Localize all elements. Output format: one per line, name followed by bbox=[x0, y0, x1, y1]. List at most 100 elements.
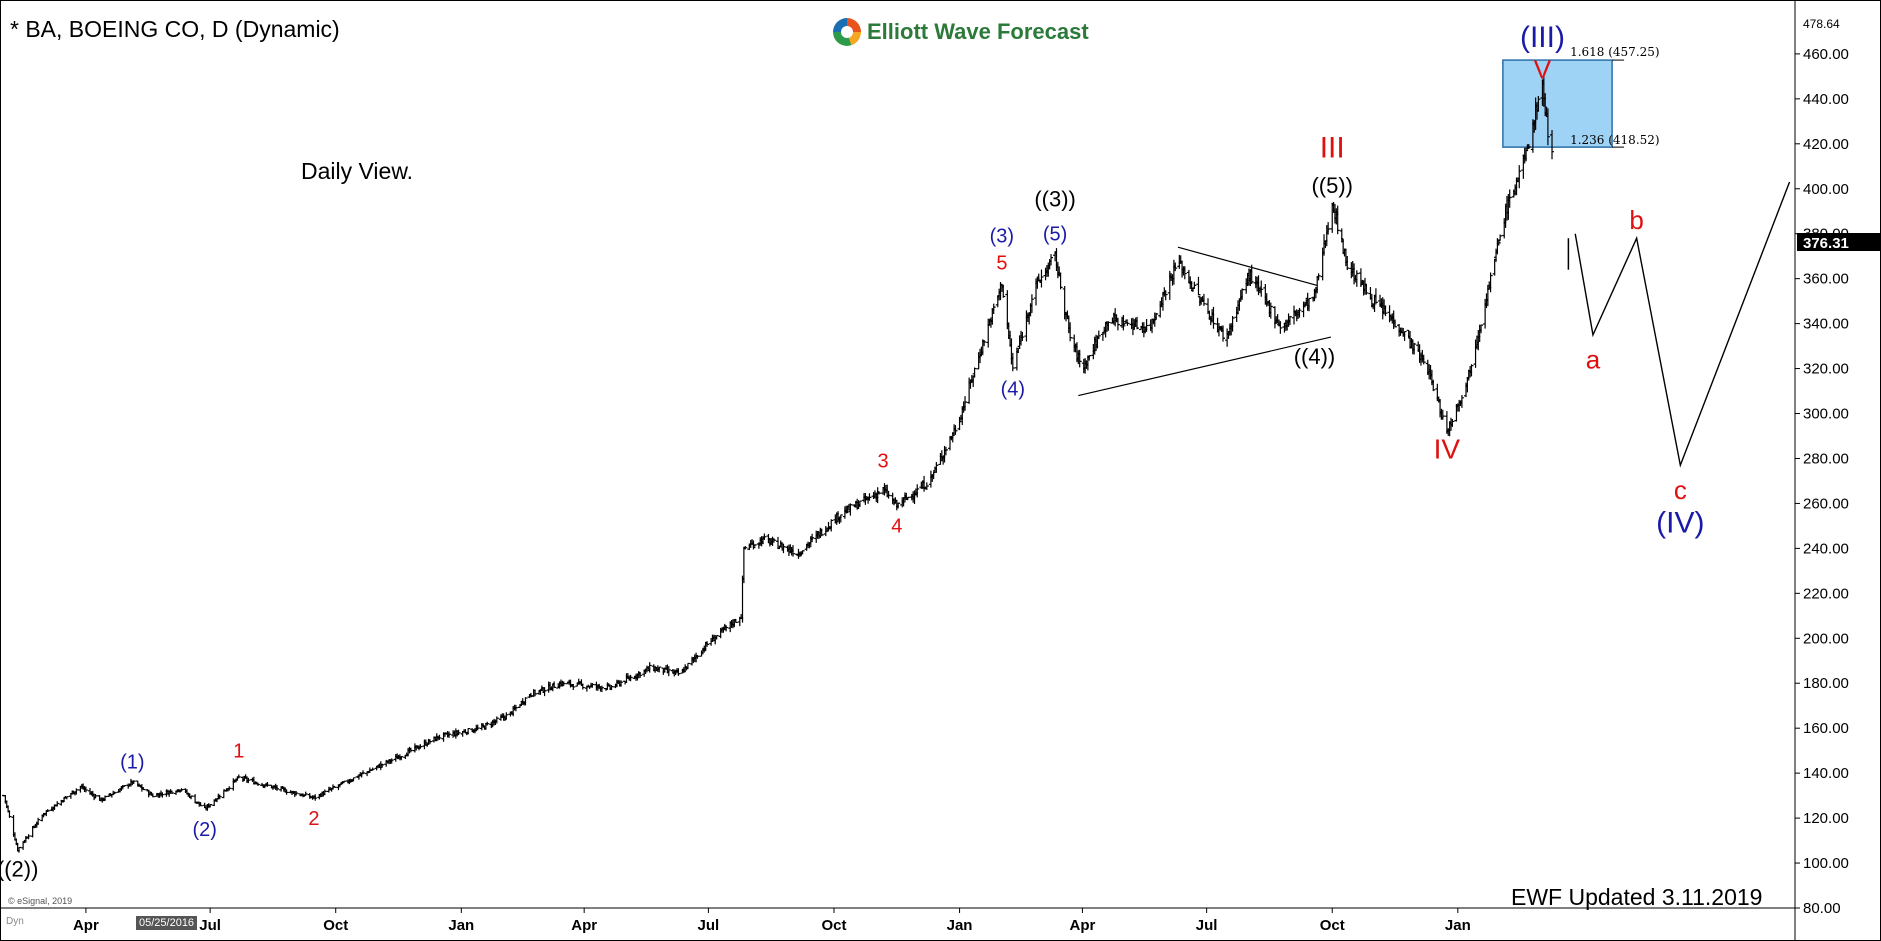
wave-label: (5) bbox=[1043, 223, 1067, 245]
ohlc-bar bbox=[972, 367, 977, 378]
wave-label: c bbox=[1674, 475, 1687, 505]
ohlc-bar bbox=[112, 791, 117, 795]
x-tick-label: Jul bbox=[698, 917, 720, 934]
wave-label: (4) bbox=[1001, 379, 1025, 401]
ohlc-bar bbox=[1536, 95, 1541, 111]
updated-footer: EWF Updated 3.11.2019 bbox=[1511, 884, 1763, 910]
ohlc-bar bbox=[332, 785, 337, 788]
fib-top-label: 1.618 (457.25) bbox=[1570, 45, 1660, 59]
ohlc-bar bbox=[1354, 270, 1359, 287]
ohlc-bar bbox=[1526, 143, 1531, 150]
ohlc-bar bbox=[924, 482, 929, 490]
ohlc-bar bbox=[1431, 379, 1436, 392]
brand-logo: Elliott Wave Forecast bbox=[833, 18, 1089, 46]
ohlc-bar bbox=[1068, 322, 1073, 342]
last-price-label: 376.31 bbox=[1803, 235, 1849, 252]
ohlc-bar bbox=[227, 786, 232, 791]
ohlc-bar bbox=[513, 704, 518, 712]
ohlc-bar bbox=[313, 794, 318, 801]
ohlc-bar bbox=[1507, 189, 1512, 208]
y-tick-label: 420.00 bbox=[1803, 136, 1849, 153]
ohlc-bar bbox=[533, 689, 538, 697]
ohlc-bar bbox=[1130, 317, 1135, 336]
ohlc-bar bbox=[877, 491, 882, 495]
ohlc-bar bbox=[380, 764, 385, 768]
ohlc-bars bbox=[2, 74, 1555, 853]
wave-label: 1 bbox=[233, 740, 244, 762]
chart-title: * BA, BOEING CO, D (Dynamic) bbox=[10, 16, 340, 42]
wave-label: ((2)) bbox=[0, 857, 38, 882]
y-tick-label: 320.00 bbox=[1803, 361, 1849, 378]
fib-bottom-label: 1.236 (418.52) bbox=[1570, 133, 1660, 147]
ohlc-bar bbox=[1535, 102, 1539, 120]
ohlc-bar bbox=[437, 734, 442, 740]
ohlc-bar bbox=[1039, 269, 1044, 288]
ohlc-bar bbox=[1421, 354, 1426, 365]
ohlc-bar bbox=[724, 625, 729, 632]
ohlc-bar bbox=[781, 543, 786, 554]
ohlc-bar bbox=[1010, 352, 1015, 372]
ohlc-bar bbox=[1297, 307, 1302, 318]
ohlc-bar bbox=[1440, 409, 1445, 420]
x-tick-label: Jul bbox=[199, 917, 221, 934]
cursor-date-box: 05/25/2016 bbox=[136, 916, 198, 930]
x-tick-label: Jan bbox=[1445, 917, 1471, 934]
ohlc-bar bbox=[733, 618, 738, 623]
brand-logo-icon bbox=[833, 18, 861, 46]
ohlc-bar bbox=[1393, 319, 1398, 328]
ohlc-bar bbox=[150, 793, 155, 798]
ohlc-bar bbox=[1373, 288, 1378, 305]
y-tick-label: 280.00 bbox=[1803, 450, 1849, 467]
ohlc-bar bbox=[838, 514, 843, 523]
x-tick-label: Apr bbox=[571, 917, 597, 934]
ohlc-bar bbox=[265, 782, 270, 787]
wave-label: (3) bbox=[990, 226, 1014, 248]
ohlc-bar bbox=[1121, 314, 1126, 331]
ohlc-bar bbox=[189, 795, 194, 800]
x-tick-label: Oct bbox=[821, 917, 846, 934]
y-tick-label: 100.00 bbox=[1803, 855, 1849, 872]
ohlc-bar bbox=[1115, 317, 1120, 331]
ohlc-bar bbox=[771, 538, 776, 543]
ohlc-bar bbox=[356, 774, 361, 780]
x-tick-label: Jan bbox=[947, 917, 973, 934]
ohlc-bar bbox=[867, 493, 872, 501]
ohlc-bar bbox=[1479, 324, 1484, 334]
ohlc-bar bbox=[485, 721, 490, 726]
ohlc-bar bbox=[957, 416, 962, 431]
ohlc-bar bbox=[504, 712, 509, 720]
ohlc-bar bbox=[179, 788, 184, 792]
ohlc-bar bbox=[1545, 108, 1550, 146]
ohlc-bar bbox=[791, 545, 796, 557]
wave-label: IV bbox=[1434, 433, 1461, 464]
ohlc-bar bbox=[1498, 234, 1503, 242]
ohlc-bar bbox=[963, 396, 968, 411]
ohlc-bar bbox=[857, 500, 862, 508]
ohlc-bar bbox=[103, 795, 108, 802]
ohlc-bar bbox=[1106, 321, 1111, 331]
y-tick-label: 160.00 bbox=[1803, 720, 1849, 737]
ohlc-bar bbox=[494, 716, 499, 724]
ohlc-bar bbox=[64, 796, 69, 800]
ohlc-bar bbox=[1077, 349, 1082, 368]
triangle-line bbox=[1177, 246, 1318, 286]
ohlc-bar bbox=[236, 774, 241, 779]
ohlc-bar bbox=[628, 674, 633, 682]
copyright-text: © eSignal, 2019 bbox=[8, 896, 73, 906]
y-tick-label: 120.00 bbox=[1803, 810, 1849, 827]
ohlc-bar bbox=[1316, 273, 1321, 281]
y-tick-label: 180.00 bbox=[1803, 675, 1849, 692]
ohlc-bar bbox=[1196, 276, 1201, 296]
y-tick-label: 400.00 bbox=[1803, 181, 1849, 198]
ohlc-bar bbox=[1125, 321, 1130, 326]
ohlc-bar bbox=[36, 817, 41, 825]
brand-name: Elliott Wave Forecast bbox=[867, 19, 1089, 44]
ohlc-bar bbox=[1058, 273, 1063, 290]
ohlc-bar bbox=[378, 761, 383, 771]
ohlc-bar bbox=[351, 777, 356, 782]
ohlc-bar bbox=[800, 550, 805, 554]
ohlc-bar bbox=[1154, 312, 1159, 321]
ohlc-bar bbox=[217, 794, 222, 800]
ohlc-bar bbox=[193, 794, 198, 803]
